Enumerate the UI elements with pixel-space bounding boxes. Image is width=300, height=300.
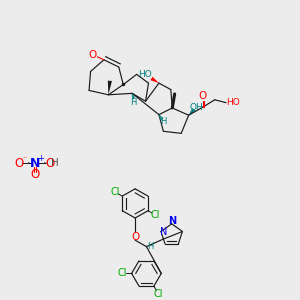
Text: Cl: Cl <box>110 187 120 197</box>
Text: N: N <box>160 226 168 236</box>
Text: O: O <box>199 91 207 101</box>
Text: H: H <box>160 118 167 127</box>
Text: HO: HO <box>138 70 152 80</box>
Text: H: H <box>51 158 59 168</box>
Text: O: O <box>15 157 24 170</box>
Text: Cl: Cl <box>150 210 160 220</box>
Text: H: H <box>130 98 137 106</box>
Text: O: O <box>88 50 97 59</box>
Text: Cl: Cl <box>118 268 128 278</box>
Text: ·: · <box>27 158 31 168</box>
Text: +: + <box>37 154 44 163</box>
Text: N: N <box>29 157 40 170</box>
Text: ·: · <box>43 158 46 168</box>
Polygon shape <box>189 108 196 115</box>
Text: O: O <box>131 232 139 242</box>
Text: H: H <box>147 242 153 251</box>
Text: O: O <box>30 168 39 181</box>
Polygon shape <box>108 81 112 95</box>
Text: Cl: Cl <box>154 289 163 299</box>
Text: OH: OH <box>189 103 203 112</box>
Text: N: N <box>168 216 176 226</box>
Text: ⁻: ⁻ <box>22 154 27 163</box>
Text: O: O <box>45 157 54 170</box>
Text: HO: HO <box>226 98 239 107</box>
Polygon shape <box>150 77 159 83</box>
